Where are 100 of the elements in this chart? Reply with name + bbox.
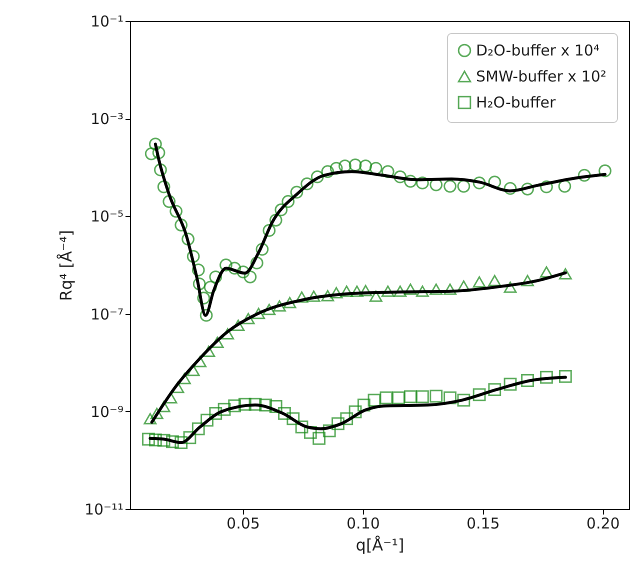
y-tick-label: 10⁻⁹ bbox=[90, 402, 124, 421]
point bbox=[312, 432, 326, 445]
x-tick-label: 0.15 bbox=[466, 514, 500, 532]
point bbox=[472, 276, 486, 288]
point bbox=[338, 160, 352, 172]
point bbox=[290, 186, 304, 199]
point bbox=[394, 170, 407, 184]
point bbox=[348, 158, 362, 172]
point bbox=[283, 296, 296, 308]
point bbox=[558, 370, 572, 383]
point bbox=[430, 283, 443, 295]
x-tick-label: 0.05 bbox=[226, 514, 260, 532]
point bbox=[368, 394, 381, 407]
point bbox=[262, 304, 276, 316]
point bbox=[282, 195, 295, 208]
point bbox=[350, 286, 364, 297]
legend-label: SMW-buffer x 10² bbox=[476, 68, 606, 86]
y-tick-label: 10⁻¹¹ bbox=[84, 500, 124, 518]
point bbox=[148, 138, 162, 151]
point bbox=[359, 160, 372, 172]
point bbox=[598, 164, 612, 178]
point bbox=[192, 264, 205, 276]
legend-label: H₂O-buffer bbox=[476, 94, 557, 112]
point bbox=[157, 180, 170, 194]
point bbox=[170, 204, 183, 218]
point bbox=[209, 406, 222, 420]
point bbox=[166, 435, 179, 448]
point bbox=[200, 308, 213, 322]
point bbox=[416, 176, 429, 190]
point bbox=[457, 394, 470, 407]
point bbox=[250, 256, 264, 270]
point bbox=[144, 147, 158, 160]
point bbox=[357, 398, 370, 412]
point bbox=[359, 284, 372, 296]
point bbox=[304, 426, 317, 439]
point bbox=[404, 283, 417, 295]
point bbox=[186, 364, 200, 376]
point bbox=[444, 180, 456, 193]
point bbox=[340, 286, 354, 297]
y-tick-label: 10⁻⁵ bbox=[90, 208, 124, 226]
point bbox=[404, 174, 417, 188]
point bbox=[540, 266, 553, 278]
point bbox=[236, 266, 250, 278]
point bbox=[540, 370, 553, 384]
point bbox=[488, 383, 502, 396]
point bbox=[472, 176, 486, 190]
point bbox=[150, 408, 164, 420]
point bbox=[521, 274, 534, 286]
point bbox=[204, 280, 217, 294]
point bbox=[558, 180, 572, 193]
y-tick-label: 10⁻¹ bbox=[90, 12, 124, 30]
point bbox=[157, 434, 170, 447]
point bbox=[322, 424, 336, 438]
point bbox=[416, 286, 429, 297]
point bbox=[174, 218, 188, 232]
point bbox=[521, 182, 534, 196]
point bbox=[392, 391, 405, 404]
point bbox=[218, 402, 231, 416]
point bbox=[200, 414, 214, 427]
point bbox=[174, 436, 188, 449]
point bbox=[148, 434, 162, 446]
point bbox=[504, 182, 517, 195]
x-tick-label: 0.20 bbox=[586, 514, 620, 532]
point bbox=[221, 328, 234, 340]
point bbox=[152, 146, 166, 160]
point bbox=[340, 412, 354, 426]
point bbox=[183, 431, 196, 444]
point bbox=[192, 422, 205, 436]
point bbox=[248, 398, 262, 411]
line-series bbox=[154, 142, 607, 317]
point bbox=[244, 270, 257, 284]
point bbox=[295, 291, 308, 303]
point bbox=[232, 320, 245, 332]
point bbox=[381, 165, 394, 178]
point bbox=[154, 163, 167, 176]
y-tick-label: 10⁻³ bbox=[90, 110, 124, 128]
point bbox=[228, 399, 242, 412]
point bbox=[209, 270, 222, 284]
point bbox=[278, 406, 291, 420]
point bbox=[330, 287, 343, 298]
point bbox=[348, 405, 362, 418]
point bbox=[262, 224, 276, 237]
y-axis-title: Rq⁴ [Å⁻⁴] bbox=[56, 230, 76, 302]
point bbox=[321, 165, 334, 178]
point bbox=[269, 214, 282, 227]
point bbox=[273, 300, 286, 312]
point bbox=[369, 162, 382, 175]
point bbox=[488, 176, 502, 189]
point bbox=[307, 290, 320, 302]
point bbox=[444, 283, 456, 295]
point bbox=[380, 391, 393, 404]
point bbox=[381, 286, 394, 297]
point bbox=[238, 398, 252, 411]
point bbox=[330, 162, 343, 175]
point bbox=[369, 290, 382, 302]
point bbox=[504, 282, 517, 293]
point bbox=[162, 195, 176, 208]
point bbox=[228, 262, 242, 275]
point bbox=[182, 232, 195, 246]
point bbox=[295, 420, 308, 434]
